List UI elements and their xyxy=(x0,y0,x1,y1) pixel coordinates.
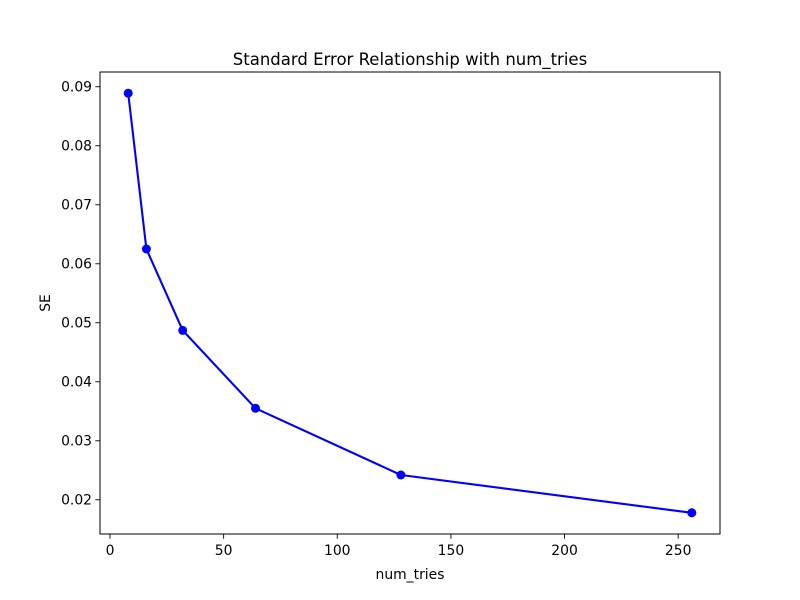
x-tick-label: 50 xyxy=(215,543,233,559)
data-point xyxy=(123,88,133,98)
y-tick-label: 0.02 xyxy=(61,493,92,509)
x-tick-label: 200 xyxy=(551,543,578,559)
x-tick-label: 100 xyxy=(324,543,351,559)
data-point xyxy=(178,325,188,335)
x-tick-label: 0 xyxy=(106,543,115,559)
data-point xyxy=(396,470,406,480)
y-tick-label: 0.07 xyxy=(61,198,92,214)
data-point xyxy=(687,508,697,518)
y-tick-label: 0.06 xyxy=(61,257,92,273)
plot-border xyxy=(99,71,721,535)
y-tick-label: 0.09 xyxy=(61,80,92,96)
chart-title: Standard Error Relationship with num_tri… xyxy=(232,50,588,69)
x-tick-label: 150 xyxy=(438,543,465,559)
data-point xyxy=(141,244,151,254)
y-tick-label: 0.05 xyxy=(61,316,92,332)
x-tick-label: 250 xyxy=(665,543,692,559)
y-tick-label: 0.08 xyxy=(61,139,92,155)
series-line xyxy=(127,92,693,514)
y-tick-label: 0.04 xyxy=(61,375,92,391)
y-tick-label: 0.03 xyxy=(61,434,92,450)
x-axis-label: num_tries xyxy=(375,567,445,583)
data-point xyxy=(251,403,260,413)
